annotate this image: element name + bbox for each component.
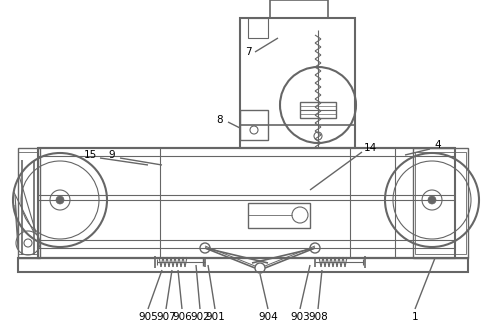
Text: 7: 7	[244, 47, 251, 57]
Text: 906: 906	[172, 312, 192, 322]
Bar	[412, 148, 467, 258]
Bar	[38, 148, 454, 258]
Bar	[18, 148, 40, 258]
Text: 903: 903	[289, 312, 309, 322]
Text: 907: 907	[156, 312, 176, 322]
Circle shape	[56, 196, 64, 204]
Text: 1: 1	[411, 312, 417, 322]
Text: 904: 904	[257, 312, 277, 322]
Bar	[270, 0, 327, 18]
Text: 908: 908	[307, 312, 327, 322]
Bar	[414, 152, 465, 254]
Bar	[240, 125, 354, 148]
Text: 9: 9	[108, 150, 115, 160]
Text: 8: 8	[216, 115, 223, 125]
Bar	[240, 18, 354, 148]
Text: 905: 905	[138, 312, 158, 322]
Text: 4: 4	[434, 140, 440, 150]
Text: 14: 14	[363, 143, 376, 153]
Bar	[18, 258, 467, 272]
Bar	[247, 203, 309, 228]
Bar	[240, 110, 268, 140]
Bar	[300, 102, 335, 118]
Bar	[18, 152, 38, 254]
Circle shape	[427, 196, 435, 204]
Bar	[247, 18, 268, 38]
Text: 901: 901	[205, 312, 225, 322]
Text: 15: 15	[83, 150, 96, 160]
Text: 902: 902	[190, 312, 210, 322]
